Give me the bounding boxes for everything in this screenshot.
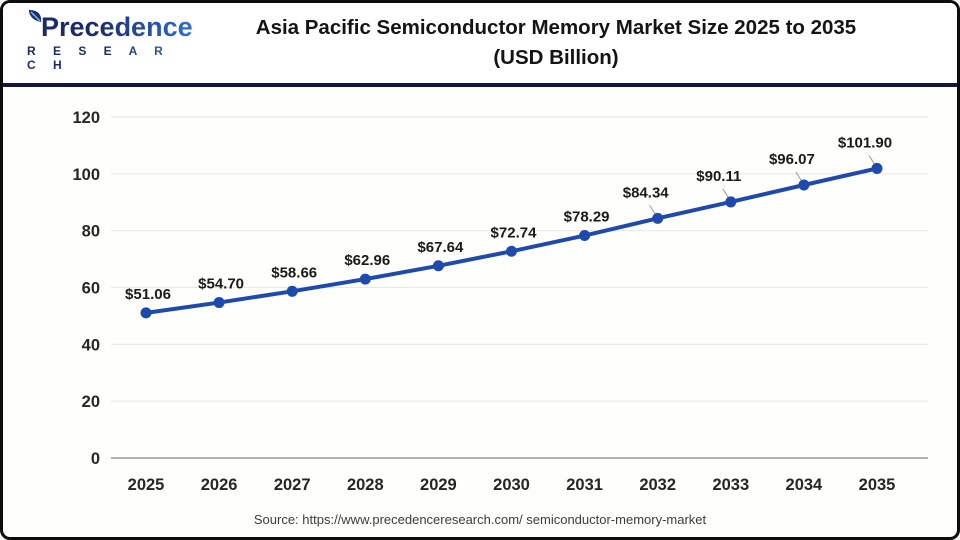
x-tick-label: 2027 <box>274 476 311 494</box>
data-point-label: $58.66 <box>271 264 317 281</box>
y-tick-label: 80 <box>82 223 100 241</box>
logo-subtitle: R E S E A R C H <box>27 44 185 72</box>
y-tick-label: 120 <box>72 109 100 127</box>
leaf-icon <box>25 8 45 36</box>
leader-lines-group <box>649 155 877 217</box>
data-point <box>725 196 737 208</box>
data-point <box>652 212 664 224</box>
chart-title-line1: Asia Pacific Semiconductor Memory Market… <box>255 16 857 40</box>
data-point-label: $72.74 <box>491 224 538 241</box>
x-tick-label: 2029 <box>420 476 457 494</box>
y-axis-group: 0 20 40 60 80 100 120 <box>72 109 100 468</box>
x-axis-group: 2025 2026 2027 2028 2029 2030 2031 2032 2033 2034… <box>128 476 896 494</box>
series-group <box>140 162 883 319</box>
x-tick-label: 2028 <box>347 476 384 494</box>
y-tick-label: 40 <box>82 336 100 354</box>
logo-name: Precedence <box>41 12 193 42</box>
data-point <box>579 230 591 242</box>
y-tick-label: 60 <box>82 280 100 298</box>
x-tick-label: 2026 <box>201 476 238 494</box>
brand-logo: Precedence R E S E A R C H <box>25 10 193 72</box>
x-tick-label: 2034 <box>786 476 824 494</box>
x-tick-label: 2031 <box>566 476 603 494</box>
source-text: Source: https://www.precedenceresearch.c… <box>253 512 707 527</box>
y-tick-label: 0 <box>91 450 100 468</box>
x-tick-label: 2035 <box>859 476 896 494</box>
header: Precedence R E S E A R C H Asia Pacific … <box>3 3 957 87</box>
data-point-label: $90.11 <box>696 168 741 185</box>
data-point <box>506 245 517 257</box>
data-point <box>798 179 810 191</box>
data-point-label: $96.07 <box>769 151 815 168</box>
data-point <box>213 297 225 309</box>
data-point <box>359 273 371 285</box>
data-point <box>432 260 444 272</box>
data-point-label: $78.29 <box>564 209 610 226</box>
gridlines-group <box>111 116 928 459</box>
y-tick-label: 100 <box>72 166 100 184</box>
data-point <box>286 285 298 297</box>
x-tick-label: 2030 <box>493 476 530 494</box>
data-point-label: $67.64 <box>417 239 464 256</box>
chart-svg: 0 20 40 60 80 100 120 2025 2026 2027 2028 2029 2030… <box>72 109 928 494</box>
point-labels-group: $51.06 $54.70 $58.66 $62.96 $67.64 $72.74 $78.… <box>125 134 892 302</box>
data-point-label: $62.96 <box>344 252 390 269</box>
data-point <box>871 162 883 174</box>
data-point-label: $51.06 <box>125 286 171 303</box>
x-tick-label: 2025 <box>128 476 165 494</box>
chart-title-line2: (USD Billion) <box>493 46 619 69</box>
data-point-label: $101.90 <box>838 134 892 151</box>
y-tick-label: 20 <box>82 393 100 411</box>
data-point-label: $54.70 <box>198 276 244 293</box>
data-point-label: $84.34 <box>623 184 670 201</box>
data-point <box>140 307 152 319</box>
x-tick-label: 2033 <box>712 476 749 494</box>
x-tick-label: 2032 <box>639 476 676 494</box>
chart-title: Asia Pacific Semiconductor Memory Market… <box>185 13 957 72</box>
